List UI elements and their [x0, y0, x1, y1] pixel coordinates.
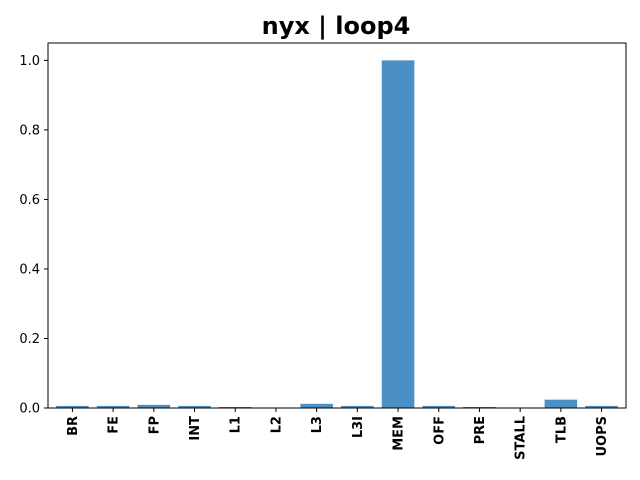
y-tick-label: 1.0	[19, 54, 40, 69]
bar-int	[178, 405, 211, 408]
bar-fp	[137, 404, 171, 408]
bar-fe	[96, 405, 130, 408]
bar-br	[56, 405, 89, 408]
axes-layer	[47, 42, 627, 409]
x-tick-label-mem: MEM	[392, 416, 407, 451]
x-tick-label-off: OFF	[432, 416, 447, 445]
x-tick-label-int: INT	[188, 416, 203, 441]
x-tick-label-l1: L1	[229, 416, 244, 433]
bar-l3	[300, 403, 333, 408]
y-tick-label: 0.8	[19, 123, 40, 138]
x-tick-label-fe: FE	[107, 416, 122, 434]
x-tick-label-pre: PRE	[473, 416, 488, 444]
plot-frame	[47, 42, 627, 409]
bar-tlb	[544, 399, 578, 408]
x-axis-ticks: BR FE FP INT L1 L2 L3 L3I MEM OFF PRE STALL TLB UOPS	[66, 408, 610, 460]
bars-layer	[56, 60, 618, 408]
x-tick-label-stall: STALL	[514, 416, 529, 460]
x-tick-label-l3: L3	[310, 416, 325, 433]
y-axis-ticks: 0.0 0.2 0.4 0.6 0.8 1.0	[19, 54, 48, 417]
bar-off	[422, 405, 456, 408]
x-tick-label-l2: L2	[269, 416, 284, 433]
chart-title: nyx | loop4	[262, 12, 411, 40]
x-tick-label-uops: UOPS	[595, 416, 610, 457]
bar-pre	[463, 406, 496, 408]
x-tick-label-fp: FP	[147, 416, 162, 434]
y-tick-label: 0.2	[19, 332, 40, 347]
y-tick-label: 0.0	[19, 402, 40, 417]
bar-mem	[381, 60, 415, 408]
y-tick-label: 0.6	[19, 193, 40, 208]
bar-l1	[218, 406, 252, 408]
x-tick-label-br: BR	[66, 416, 81, 436]
x-tick-label-l3i: L3I	[351, 416, 366, 438]
x-tick-label-tlb: TLB	[554, 416, 569, 443]
y-tick-label: 0.4	[19, 262, 40, 277]
bar-l3i	[341, 405, 374, 408]
bar-uops	[585, 405, 618, 408]
